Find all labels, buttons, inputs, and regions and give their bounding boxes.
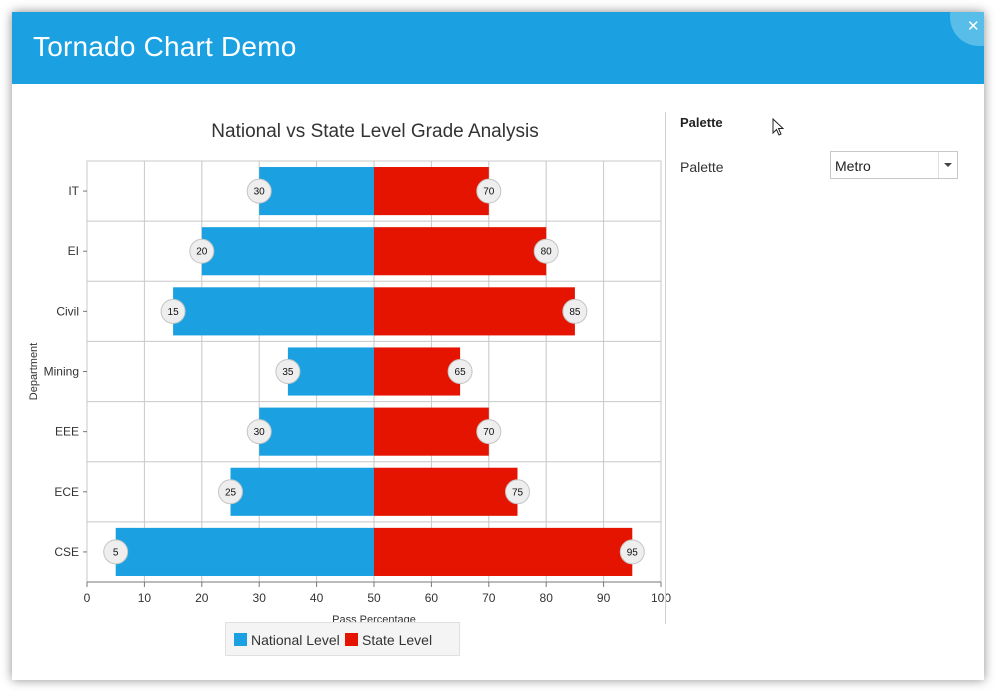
data-label-state-bubble [476,419,502,445]
data-label-state-bubble [447,359,473,384]
demo-window: Tornado Chart Demo ✕ National vs State L… [12,12,984,680]
x-tick-label: 10 [138,591,152,605]
close-icon: ✕ [967,17,980,35]
data-label-state-bubble [505,479,530,505]
bar-state [374,287,575,336]
bar-national [201,227,374,276]
bar-state [374,347,461,396]
mouse-cursor-icon [772,118,785,136]
legend-item-state[interactable]: State Level [345,632,432,648]
bar-state [374,167,489,216]
data-label-national-bubble [275,359,301,384]
legend-label-state: State Level [362,632,433,648]
bar-state [374,407,489,456]
x-tick-label: 70 [482,591,496,605]
data-label-national: 30 [254,187,266,198]
data-label-national-bubble [160,298,186,324]
data-label-national-bubble [218,479,243,505]
bar-national [287,347,374,396]
y-tick-label: IT [68,184,79,198]
x-tick-label: 60 [425,591,439,605]
y-tick-label: Civil [56,304,79,318]
data-label-national-bubble [246,178,272,204]
palette-select[interactable]: Metro [830,151,958,179]
data-label-national: 5 [113,547,119,558]
data-label-national: 25 [225,487,237,498]
data-label-state: 95 [627,547,639,558]
y-tick-label: Mining [44,365,79,379]
x-tick-label: 90 [597,591,611,605]
data-label-national-bubble [103,539,129,565]
chart-legend: National Level State Level [225,622,460,656]
data-label-national-bubble [189,238,215,264]
y-tick-label: EI [68,244,79,258]
title-bar: Tornado Chart Demo ✕ [12,12,984,84]
panel-divider [665,112,666,624]
data-label-state-bubble [533,238,559,264]
bar-state [374,227,547,276]
data-label-state: 70 [483,187,495,198]
x-tick-label: 0 [84,591,91,605]
bar-state [374,467,518,516]
palette-select-value: Metro [835,158,871,174]
y-axis-title: Department [28,343,40,400]
data-label-state: 65 [455,367,467,378]
bar-national [259,407,374,456]
y-tick-label: CSE [54,545,79,559]
data-label-national: 20 [196,247,208,258]
legend-label-national: National Level [251,632,340,648]
palette-dropdown-toggle[interactable] [938,152,957,178]
legend-swatch-national [234,633,247,646]
data-label-state: 75 [512,487,524,498]
data-label-national: 30 [254,427,266,438]
bar-national [173,287,374,336]
data-label-state-bubble [562,298,588,324]
palette-header: Palette [680,115,723,130]
legend-item-national[interactable]: National Level [234,632,340,648]
bar-national [259,167,374,216]
data-label-national: 15 [168,307,180,318]
data-label-state: 70 [483,427,495,438]
bar-national [115,527,374,576]
data-label-state: 85 [569,307,581,318]
x-tick-label: 100 [651,591,671,605]
x-tick-label: 20 [195,591,209,605]
window-title: Tornado Chart Demo [33,31,297,62]
data-label-state-bubble [476,178,502,204]
x-tick-label: 30 [253,591,267,605]
y-tick-label: ECE [54,485,79,499]
close-button[interactable]: ✕ [950,12,984,46]
x-tick-label: 50 [367,591,381,605]
bar-state [374,527,633,576]
data-label-state-bubble [619,539,645,565]
palette-label: Palette [680,159,724,175]
data-label-state: 80 [541,247,553,258]
chart-title: National vs State Level Grade Analysis [211,121,538,142]
chevron-down-icon [944,163,952,167]
bar-national [230,467,374,516]
x-tick-label: 40 [310,591,324,605]
data-label-national: 35 [282,367,294,378]
data-label-national-bubble [246,419,272,445]
legend-swatch-state [345,633,358,646]
x-tick-label: 80 [540,591,554,605]
y-tick-label: EEE [55,425,79,439]
tornado-chart: National vs State Level Grade Analysis 0 1… [12,84,677,680]
